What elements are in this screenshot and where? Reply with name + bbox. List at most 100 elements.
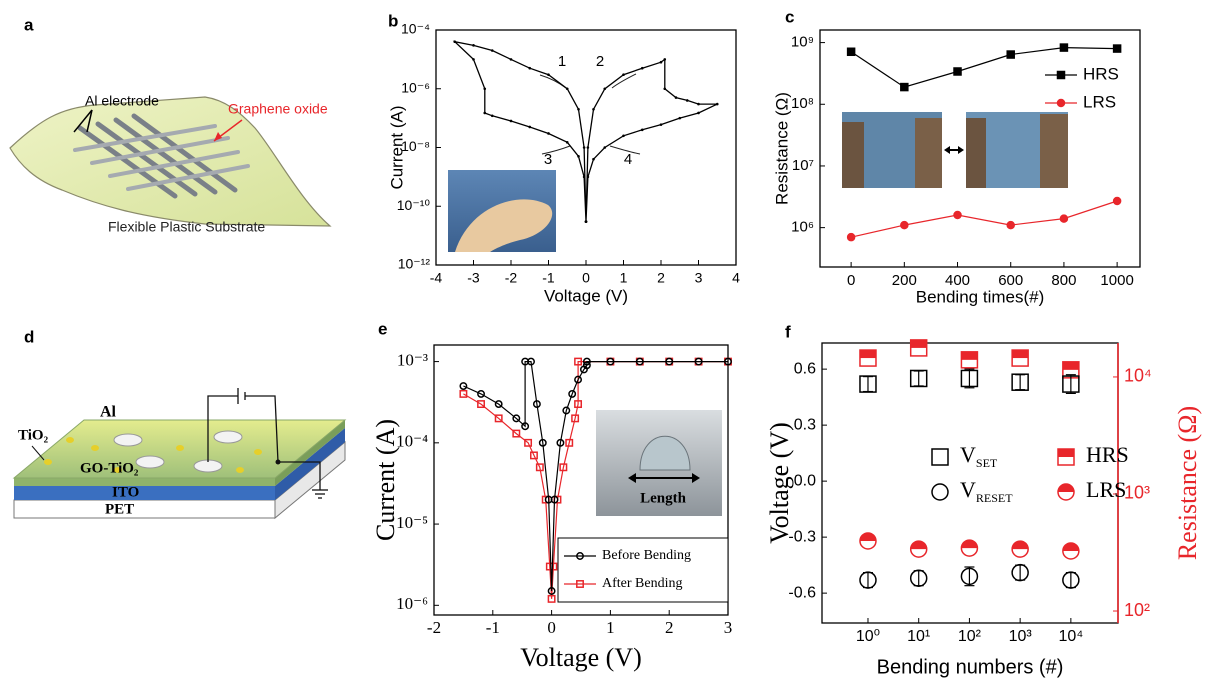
x-tick-label: 10² xyxy=(958,628,982,645)
series-line xyxy=(851,201,1117,237)
al-disk xyxy=(136,456,164,468)
data-point xyxy=(583,146,586,149)
data-point xyxy=(697,112,700,115)
data-point xyxy=(472,44,475,47)
series xyxy=(860,565,1079,588)
y-tick-label: 0.3 xyxy=(794,416,816,433)
data-point xyxy=(577,155,580,158)
x-axis-label: Voltage (V) xyxy=(544,286,628,305)
data-point xyxy=(510,120,513,123)
data-point xyxy=(491,114,494,117)
inset-c xyxy=(842,112,1068,188)
diagram-a: a Al electrode Graphene oxide Flexible P… xyxy=(10,15,330,234)
x-tick-label: 0 xyxy=(547,618,556,637)
y-tick-label: 10⁻¹⁰ xyxy=(397,197,431,213)
data-point xyxy=(622,73,625,76)
substrate-label: Flexible Plastic Substrate xyxy=(108,219,265,235)
data-point xyxy=(453,40,456,43)
legend: HRSLRS xyxy=(1045,64,1119,111)
y-tick-label: 10⁻⁵ xyxy=(396,513,428,532)
y2-tick-label: 10³ xyxy=(1124,483,1150,503)
data-point xyxy=(961,352,977,368)
x-tick-label: 10⁴ xyxy=(1059,628,1084,645)
annotation: 3 xyxy=(544,151,552,168)
tio2-dot xyxy=(66,437,74,443)
data-point xyxy=(848,48,855,55)
y-tick-label: 10⁻⁶ xyxy=(401,79,430,95)
data-point xyxy=(1063,543,1079,559)
x-tick-label: 10¹ xyxy=(907,628,930,645)
data-point xyxy=(1060,44,1067,51)
y2-axis-label: Resistance (Ω) xyxy=(1173,406,1202,560)
data-point xyxy=(528,126,531,129)
x-tick-label: 1000 xyxy=(1100,272,1133,289)
page: Flexible memristor figure {"diagram_a": … xyxy=(0,0,1208,682)
data-point xyxy=(603,146,606,149)
marker-fill xyxy=(911,541,927,549)
x-tick-label: -2 xyxy=(427,618,441,637)
panel-label: c xyxy=(785,7,794,26)
data-point xyxy=(587,176,590,179)
tio2-dot xyxy=(176,445,184,451)
data-point xyxy=(577,108,580,111)
series xyxy=(860,369,1079,393)
data-point xyxy=(547,73,550,76)
marker-fill xyxy=(1012,541,1028,549)
x-tick-label: -1 xyxy=(486,618,500,637)
data-point xyxy=(592,158,595,161)
contact xyxy=(276,460,281,465)
data-point xyxy=(911,541,927,557)
y-tick-label: 10⁷ xyxy=(792,157,814,174)
legend-label: HRS xyxy=(1086,442,1129,467)
legend-label: Before Bending xyxy=(602,548,691,563)
data-point xyxy=(901,222,908,229)
legend-label: VSET xyxy=(960,442,998,470)
data-point xyxy=(678,117,681,120)
marker-fill xyxy=(1058,484,1074,492)
x-tick-label: -1 xyxy=(542,270,555,286)
layer-label: GO-TiO₂ xyxy=(80,460,139,476)
al-disk xyxy=(214,431,242,443)
error-bar xyxy=(1066,573,1076,588)
data-point xyxy=(848,234,855,241)
data-point xyxy=(860,350,876,366)
data-point xyxy=(472,58,475,61)
diagram-d: d xyxy=(14,327,345,518)
chart-panel: f10⁰10¹10²10³10⁴0.60.30.0-0.3-0.610²10³1… xyxy=(765,322,1202,678)
data-point xyxy=(961,540,977,556)
al-disk xyxy=(114,434,142,446)
data-point xyxy=(566,87,569,90)
x-tick-label: 1 xyxy=(606,618,615,637)
y2-tick-label: 10⁴ xyxy=(1124,366,1152,386)
data-point xyxy=(954,212,961,219)
y-tick-label: 0.6 xyxy=(794,360,816,377)
series xyxy=(848,44,1121,90)
annotation: 4 xyxy=(624,151,632,168)
y-axis-label: Current (A) xyxy=(371,419,400,541)
clamp xyxy=(915,118,942,188)
data-point xyxy=(483,87,486,90)
error-bar xyxy=(964,369,974,388)
legend-label: VRESET xyxy=(960,477,1013,505)
y-tick-label: 10⁹ xyxy=(791,34,814,51)
legend-label: After Bending xyxy=(602,576,682,591)
data-point xyxy=(1060,215,1067,222)
pet-label: PET xyxy=(105,501,134,517)
clamp xyxy=(842,122,864,188)
error-bar xyxy=(914,371,924,386)
pet-front xyxy=(14,500,275,518)
x-tick-label: 3 xyxy=(724,618,733,637)
y2-tick-label: 10² xyxy=(1124,600,1150,620)
data-point xyxy=(1007,222,1014,229)
panel-label: a xyxy=(24,15,34,34)
marker-fill xyxy=(1063,543,1079,551)
data-point xyxy=(592,108,595,111)
annotation: 2 xyxy=(596,53,604,70)
data-point xyxy=(510,58,513,61)
ito-front xyxy=(14,486,275,500)
data-point xyxy=(675,96,678,99)
marker-fill xyxy=(1058,449,1074,457)
data-point xyxy=(1007,51,1014,58)
marker-fill xyxy=(1012,350,1028,358)
